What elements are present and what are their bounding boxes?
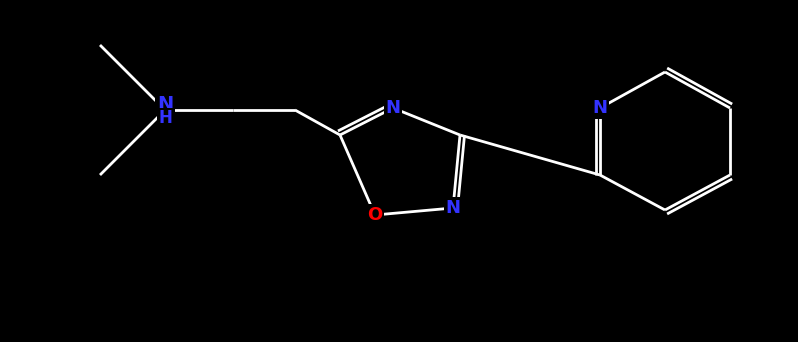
- Text: N: N: [592, 99, 607, 117]
- Text: N: N: [385, 99, 401, 117]
- Text: N: N: [157, 95, 173, 115]
- Text: O: O: [367, 206, 382, 224]
- Text: N: N: [445, 199, 460, 217]
- Text: H: H: [158, 109, 172, 127]
